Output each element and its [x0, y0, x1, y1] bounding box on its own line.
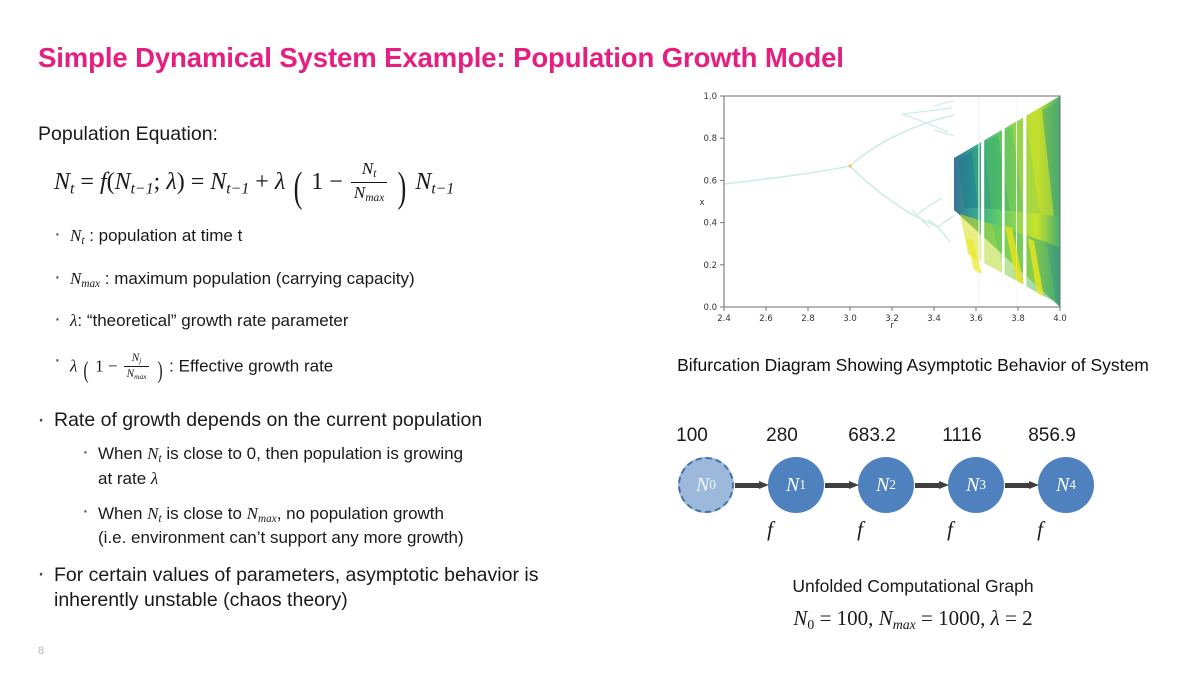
chart-caption: Bifurcation Diagram Showing Asymptotic B…: [677, 355, 1149, 375]
node-value-3: 1116: [942, 425, 982, 446]
list-item: For certain values of parameters, asympt…: [34, 558, 604, 614]
graph-arrow-2: [915, 481, 949, 490]
x-axis-title: r: [890, 321, 894, 328]
definition-text: : “theoretical” growth rate parameter: [77, 311, 349, 331]
svg-text:2.4: 2.4: [717, 314, 731, 324]
list-item: Rate of growth depends on the current po…: [34, 404, 604, 550]
svg-text:3.0: 3.0: [843, 314, 857, 324]
x-axis-labels: 2.4 2.6 2.8 3.0 3.2 3.4 3.6 3.8 4.0: [717, 314, 1067, 324]
svg-text:0.2: 0.2: [703, 261, 717, 271]
node-value-2: 683.2: [848, 425, 896, 446]
node-index: 2: [889, 477, 896, 492]
definition-text: : population at time t: [89, 226, 243, 245]
bullet-text: For certain values of parameters, asympt…: [54, 563, 539, 612]
svg-text:2.6: 2.6: [759, 314, 773, 324]
svg-text:1.0: 1.0: [703, 92, 717, 102]
node-index: 3: [979, 477, 986, 492]
graph-arrow-3: [1005, 481, 1039, 490]
edge-label-f-3: f: [1037, 517, 1043, 541]
svg-text:2.8: 2.8: [801, 314, 815, 324]
node-index: 4: [1069, 477, 1076, 492]
edge-label-f-0: f: [767, 517, 773, 541]
graph-arrow-1: [825, 481, 859, 490]
node-index: 0: [709, 477, 716, 492]
slide-number: 8: [38, 645, 45, 657]
bifurcation-data: [724, 96, 1060, 307]
svg-text:3.2: 3.2: [885, 314, 899, 324]
graph-arrow-0: [735, 481, 769, 490]
svg-text:0.8: 0.8: [703, 134, 717, 144]
edge-label-f-2: f: [947, 517, 953, 541]
svg-text:3.8: 3.8: [1011, 314, 1025, 324]
node-label: N: [1056, 473, 1070, 496]
y-axis-title: x: [699, 198, 704, 208]
node-label: N: [876, 473, 890, 496]
page-title: Simple Dynamical System Example: Populat…: [38, 42, 844, 73]
bifurcation-svg: 0.0 0.2 0.4 0.6 0.8 1.0 2.4: [699, 92, 1067, 328]
y-axis-labels: 0.0 0.2 0.4 0.6 0.8 1.0: [703, 92, 717, 313]
graph-caption: Unfolded Computational Graph: [792, 576, 1034, 596]
node-label: N: [786, 473, 800, 496]
bifurcation-chart: 0.0 0.2 0.4 0.6 0.8 1.0 2.4: [672, 88, 1072, 328]
y-axis-ticks: [720, 95, 724, 308]
nested-bullet-list: When Nt is close to 0, then population i…: [80, 439, 604, 550]
svg-text:0.0: 0.0: [703, 303, 717, 313]
edge-label-f-1: f: [857, 517, 863, 541]
left-content: Population Equation: Nt = f(Nt−1; λ) = N…: [38, 122, 598, 212]
node-value-0: 100: [676, 425, 708, 446]
graph-parameters: N0 = 100, Nmax = 1000, λ = 2: [793, 606, 1033, 632]
list-item: Nt : population at time t: [52, 221, 592, 249]
lower-bullet-list: Rate of growth depends on the current po…: [34, 392, 604, 626]
node-index: 1: [799, 477, 806, 492]
lead-text: Population Equation:: [38, 123, 218, 145]
svg-text:4.0: 4.0: [1053, 314, 1067, 324]
list-item: When Nt is close to 0, then population i…: [80, 439, 604, 490]
x-axis-ticks: [723, 307, 1061, 311]
svg-text:0.4: 0.4: [703, 219, 717, 229]
bullet-text: Rate of growth depends on the current po…: [54, 409, 483, 431]
definition-text: : maximum population (carrying capacity): [104, 268, 415, 288]
node-label: N: [966, 473, 980, 496]
list-item: Nmax : maximum population (carrying capa…: [52, 264, 592, 292]
population-equation: Nt = f(Nt−1; λ) = Nt−1 + λ ( 1 − Nt Nmax …: [54, 159, 455, 212]
definition-list: Nt : population at time t Nmax : maximum…: [52, 221, 592, 388]
node-value-1: 280: [766, 425, 798, 446]
node-value-4: 856.9: [1028, 425, 1076, 446]
svg-text:3.6: 3.6: [969, 314, 983, 324]
list-item: When Nt is close to Nmax, no population …: [80, 498, 604, 550]
svg-text:3.4: 3.4: [927, 314, 941, 324]
node-label: N: [696, 473, 710, 496]
definition-text: : Effective growth rate: [169, 356, 334, 376]
list-item: λ: “theoretical” growth rate parameter: [52, 306, 592, 333]
svg-text:0.6: 0.6: [703, 176, 717, 186]
